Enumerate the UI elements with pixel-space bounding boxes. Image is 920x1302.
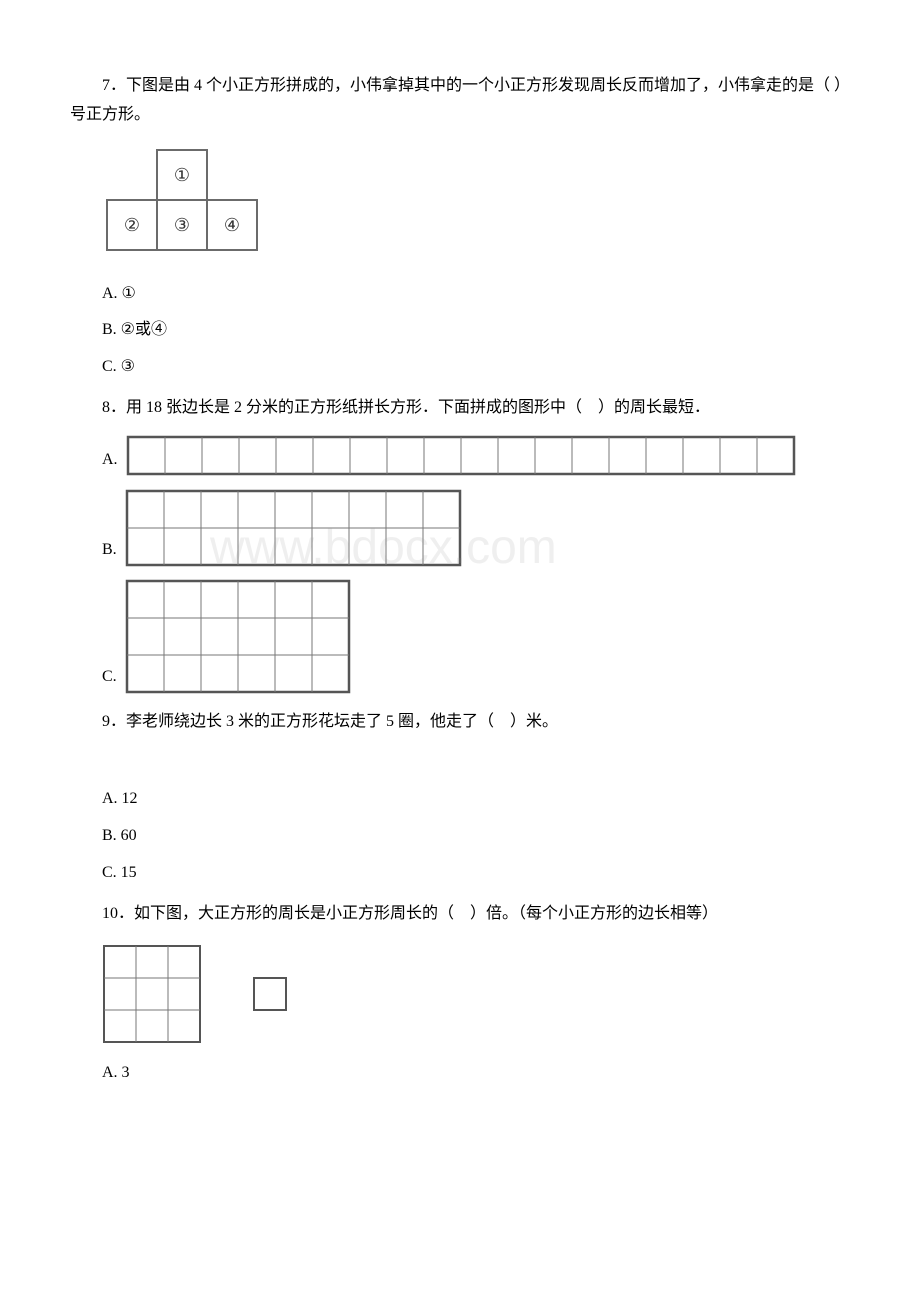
q9-option-a: A. 12 bbox=[102, 785, 850, 814]
q8-fig-c bbox=[125, 579, 359, 696]
q8-letter-a: A. bbox=[102, 446, 118, 479]
cell-3-label: ③ bbox=[174, 215, 190, 235]
q8-letter-b: B. bbox=[102, 536, 117, 569]
q7-option-a: A. ① bbox=[102, 280, 850, 309]
cell-4-label: ④ bbox=[224, 215, 240, 235]
q8-fig-b bbox=[125, 489, 470, 569]
q7-option-b: B. ②或④ bbox=[102, 316, 850, 345]
q10-text: 10．如下图，大正方形的周长是小正方形周长的（ ）倍。（每个小正方形的边长相等） bbox=[70, 900, 850, 929]
q8-option-a: A. bbox=[102, 435, 850, 479]
q8-letter-c: C. bbox=[102, 663, 117, 696]
q9-text: 9．李老师绕边长 3 米的正方形花坛走了 5 圈，他走了（ ）米。 bbox=[70, 708, 850, 737]
cell-1-label: ① bbox=[174, 165, 190, 185]
q7-text: 7．下图是由 4 个小正方形拼成的，小伟拿掉其中的一个小正方形发现周长反而增加了… bbox=[70, 72, 850, 130]
q9-option-c: C. 15 bbox=[102, 859, 850, 888]
q9-option-b: B. 60 bbox=[102, 822, 850, 851]
q8-text: 8．用 18 张边长是 2 分米的正方形纸拼长方形．下面拼成的图形中（ ）的周长… bbox=[70, 394, 850, 423]
q10-figure bbox=[102, 944, 850, 1044]
q8-option-b: B. bbox=[102, 489, 850, 569]
q10-option-a: A. 3 bbox=[102, 1059, 850, 1088]
q7-figure: ① ② ③ ④ bbox=[102, 145, 850, 265]
cell-2-label: ② bbox=[124, 215, 140, 235]
q7-option-c: C. ③ bbox=[102, 353, 850, 382]
q8-fig-a bbox=[126, 435, 806, 479]
q8-option-c: C. bbox=[102, 579, 850, 696]
